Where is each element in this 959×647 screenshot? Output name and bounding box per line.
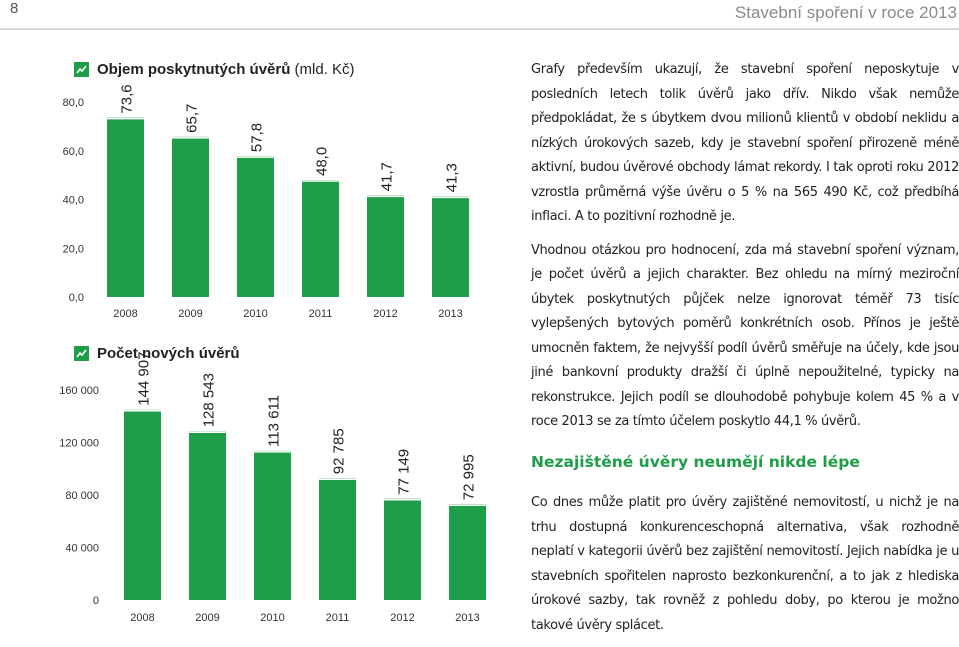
chart1-value-label: 65,7 — [184, 104, 201, 133]
header-title: Stavební spoření v roce 2013 — [734, 3, 957, 22]
body-text: Grafy především ukazují, že stavební spo… — [531, 58, 959, 647]
chart2-category-label: 2012 — [390, 612, 414, 623]
chart2-ytick-label: 40 000 — [65, 543, 99, 555]
chart2-bar — [254, 450, 291, 600]
chart2-value-label: 72 995 — [461, 454, 478, 500]
chart2-value-label: 144 907 — [136, 352, 153, 406]
chart1-title-unit: (mld. Kč) — [290, 61, 355, 78]
chart2-category-label: 2008 — [130, 612, 154, 623]
chart1-value-label: 48,0 — [314, 147, 331, 176]
chart1-category-label: 2010 — [243, 308, 267, 320]
chart1-category-label: 2013 — [438, 308, 462, 320]
paragraph-3: Co dnes může platit pro úvěry zajištěné … — [531, 495, 959, 633]
chart2-title: Počet nových úvěrů — [74, 345, 240, 362]
chart2-ytick-label: 80 000 — [65, 490, 99, 502]
chart1-category-label: 2008 — [113, 308, 137, 320]
chart1-value-label: 57,8 — [249, 123, 266, 152]
chart1-ytick-label: 80,0 — [63, 97, 84, 109]
chart1-value-label: 73,6 — [119, 84, 136, 113]
chart2-value-label: 77 149 — [396, 449, 413, 495]
chart1-ytick-label: 40,0 — [63, 195, 84, 207]
page-number: 8 — [10, 0, 19, 17]
chart1-bar — [237, 156, 274, 297]
chart1-bar — [432, 196, 469, 297]
chart2-category-label: 2011 — [326, 612, 350, 623]
chart2-category-label: 2013 — [455, 612, 479, 623]
chart2-category-label: 2009 — [195, 612, 219, 623]
chart2-bar — [189, 431, 226, 600]
chart2-value-label: 113 611 — [266, 395, 283, 447]
chart2-category-label: 2010 — [260, 612, 284, 623]
chart1-ytick-label: 20,0 — [63, 243, 84, 255]
chart2-ytick-label: 160 000 — [59, 385, 99, 397]
chart2-bar — [319, 478, 356, 600]
chart2-bar — [449, 504, 486, 600]
chart2-bar — [124, 409, 161, 600]
header-divider — [0, 28, 959, 30]
chart1-bar — [107, 117, 144, 297]
trend-icon — [74, 346, 89, 361]
chart1-category-label: 2012 — [373, 308, 397, 320]
chart1-category-label: 2011 — [309, 308, 333, 320]
chart1-ytick-label: 0,0 — [69, 292, 84, 304]
chart1-value-label: 41,3 — [444, 163, 461, 192]
chart2: 0 40 000 80 000 120 000 160 000 144 907 2008 12… — [59, 352, 486, 624]
chart1-bar — [367, 195, 404, 297]
chart2-ytick-label: 0 — [93, 595, 99, 607]
chart2-value-label: 92 785 — [331, 428, 348, 474]
chart1-value-label: 41,7 — [379, 162, 396, 191]
chart1-bar — [302, 180, 339, 297]
chart1-bar — [172, 136, 209, 297]
chart1-category-label: 2009 — [178, 308, 202, 320]
chart2-bar — [384, 498, 421, 600]
paragraph-1: Grafy především ukazují, že stavební spo… — [531, 62, 959, 224]
chart2-ytick-label: 120 000 — [59, 438, 99, 450]
chart1-title: Objem poskytnutých úvěrů (mld. Kč) — [74, 61, 355, 78]
section-heading: Nezajištěné úvěry neumějí nikde lépe — [531, 452, 860, 471]
chart1-ytick-label: 60,0 — [63, 146, 84, 158]
chart1: 0,0 20,0 40,0 60,0 80,0 73,6 2008 65,7 2009 57,8 2… — [0, 0, 500, 334]
chart1-title-label: Objem poskytnutých úvěrů — [97, 61, 291, 78]
chart2-svg: 0 40 000 80 000 120 000 160 000 144 907 2008 12… — [59, 352, 486, 624]
chart2-value-label: 128 543 — [201, 373, 218, 427]
paragraph-2: Vhodnou otázkou pro hodnocení, zda má st… — [531, 242, 959, 430]
chart1-svg: 0,0 20,0 40,0 60,0 80,0 73,6 2008 65,7 2009 57,8 2… — [63, 84, 469, 320]
trend-icon — [74, 62, 89, 77]
chart2-title-label: Počet nových úvěrů — [97, 345, 240, 362]
